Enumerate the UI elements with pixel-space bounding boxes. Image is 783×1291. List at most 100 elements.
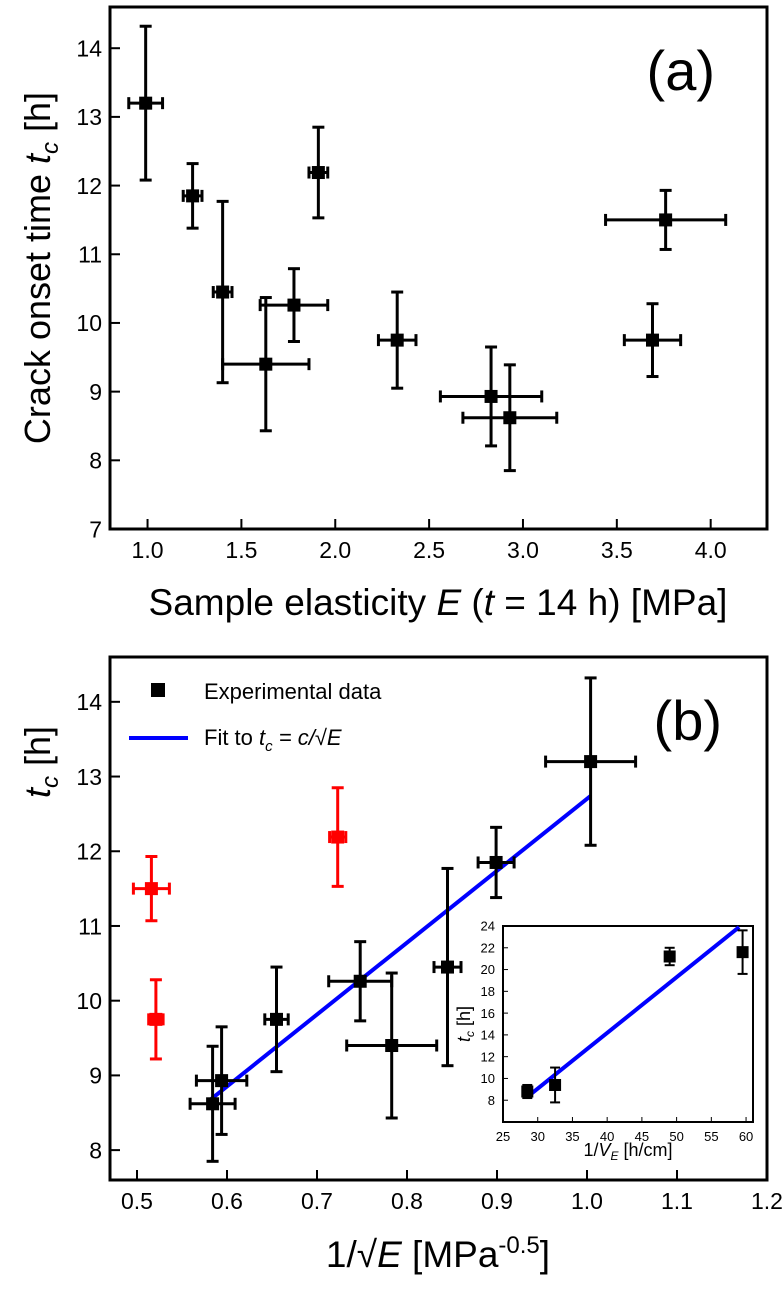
panel-a-data-point xyxy=(376,290,418,390)
panel-b-x-tick-label: 0.9 xyxy=(481,1188,513,1214)
panel-b-data-point xyxy=(328,786,348,888)
inset-x-tick-label: 40 xyxy=(600,1129,614,1144)
inset-y-tick-label: 20 xyxy=(481,962,495,977)
panel-a-y-tick-label: 7 xyxy=(89,516,102,542)
inset-y-axis-label: tc [h] xyxy=(454,1006,477,1042)
panel-b-marker xyxy=(441,960,454,974)
panel-a-data-point xyxy=(438,345,544,448)
panel-b-x-tick-label: 1.2 xyxy=(751,1188,783,1214)
panel-b-x-tick-label: 1.0 xyxy=(571,1188,603,1214)
inset-marker xyxy=(521,1085,534,1098)
panel-a-marker xyxy=(311,166,325,180)
inset-x-tick-label: 50 xyxy=(669,1129,683,1144)
panel-b-y-axis-label: tc [h] xyxy=(17,726,64,798)
panel-b-x-tick-label: 0.8 xyxy=(391,1188,423,1214)
inset-y-tick-label: 8 xyxy=(488,1093,495,1108)
panel-b-marker xyxy=(353,974,367,988)
panel-a-marker xyxy=(390,333,404,347)
panel-a-data-point xyxy=(622,302,683,379)
inset-x-tick-label: 35 xyxy=(565,1129,579,1144)
inset-data-point xyxy=(736,929,749,975)
panel-a-label: (a) xyxy=(647,39,715,102)
panel-b-marker xyxy=(385,1039,399,1053)
panel-a-data-point xyxy=(211,199,234,385)
panel-b-y-tick-label: 10 xyxy=(76,988,102,1014)
panel-b-marker xyxy=(584,755,598,769)
panel-a-y-tick-label: 11 xyxy=(78,242,102,268)
inset-x-tick-label: 45 xyxy=(635,1129,649,1144)
inset-fit-line xyxy=(526,925,741,1099)
panel-b-data-point xyxy=(432,866,463,1068)
panel-b-y-tick-label: 13 xyxy=(76,764,102,790)
panel-b-y-tick-label: 12 xyxy=(76,839,102,865)
inset-axis-ticks: 25 30 35 40 45 50 55 60 8 10 12 14 16 18 20 22 24 xyxy=(481,919,754,1144)
panel-a-y-tick-label: 8 xyxy=(89,448,102,474)
inset-frame xyxy=(502,925,754,1123)
panel-a-frame xyxy=(108,5,769,531)
panel-b-y-tick-label: 11 xyxy=(78,913,102,939)
panel-b-data-point xyxy=(327,940,394,1023)
panel-b-x-axis-label: 1/√E [MPa-0.5] xyxy=(326,1232,550,1275)
panel-b-y-tick-label: 14 xyxy=(76,689,102,715)
panel-b-y-tick-label: 8 xyxy=(89,1137,102,1163)
panel-a-y-tick-label: 9 xyxy=(89,379,102,405)
panel-a-y-tick-label: 14 xyxy=(76,35,102,61)
panel-a: 1.0 1.5 2.0 2.5 3.0 3.5 4.0 7 8 9 10 11 12 13 14 (a) C… xyxy=(17,5,769,623)
inset-x-tick-label: 55 xyxy=(704,1129,718,1144)
inset-data-point xyxy=(549,1066,562,1104)
inset-x-tick-label: 30 xyxy=(530,1129,544,1144)
panel-b-data-point xyxy=(345,971,439,1120)
panel-a-marker xyxy=(186,189,200,203)
panel-b-axis-ticks: 0.5 0.6 0.7 0.8 0.9 1.0 1.1 1.2 8 9 10 11 12 13 14 xyxy=(76,689,783,1214)
panel-b-marker xyxy=(144,882,158,896)
inset-y-tick-label: 10 xyxy=(481,1071,495,1086)
inset-y-tick-label: 18 xyxy=(481,984,495,999)
panel-a-x-tick-label: 2.5 xyxy=(413,537,445,563)
panel-a-y-tick-label: 13 xyxy=(76,104,102,130)
panel-b: 0.5 0.6 0.7 0.8 0.9 1.0 1.1 1.2 8 9 10 11 12 13 14 (b)… xyxy=(17,655,783,1275)
panel-a-marker xyxy=(139,96,153,110)
panel-a-data-point xyxy=(127,24,165,182)
panel-b-data-point xyxy=(263,965,290,1074)
inset-y-tick-label: 16 xyxy=(481,1006,495,1021)
panel-a-x-tick-label: 4.0 xyxy=(695,537,727,563)
panel-b-marker xyxy=(489,855,503,869)
panel-b-data-point xyxy=(147,978,165,1061)
panel-b-data-point xyxy=(131,854,171,923)
panel-b-inset: 25 30 35 40 45 50 55 60 8 10 12 14 16 18 20 22 24 tc [h]… xyxy=(454,919,754,1163)
panel-b-x-tick-label: 0.5 xyxy=(121,1188,153,1214)
panel-a-marker xyxy=(484,389,498,403)
panel-b-frame xyxy=(108,655,769,1182)
inset-y-tick-label: 12 xyxy=(481,1049,495,1064)
panel-a-data-point xyxy=(307,125,330,220)
panel-b-x-tick-label: 0.7 xyxy=(301,1188,333,1214)
inset-x-axis-label: 1/VE [h/cm] xyxy=(583,1140,672,1163)
panel-a-marker xyxy=(287,298,301,312)
inset-y-tick-label: 14 xyxy=(481,1028,495,1043)
panel-a-marker xyxy=(216,285,230,299)
panel-a-x-tick-label: 3.0 xyxy=(507,537,539,563)
panel-b-marker xyxy=(270,1012,283,1026)
panel-a-marker xyxy=(659,213,673,227)
panel-b-data-point xyxy=(476,825,516,900)
panel-a-data-point xyxy=(258,267,330,343)
panel-b-fit-line xyxy=(207,794,592,1103)
panel-a-x-tick-label: 1.0 xyxy=(132,537,164,563)
panel-a-axis-ticks: 1.0 1.5 2.0 2.5 3.0 3.5 4.0 7 8 9 10 11 12 13 14 xyxy=(76,35,726,563)
panel-a-marker xyxy=(645,333,659,347)
panel-b-marker xyxy=(206,1097,220,1111)
legend-label-experimental: Experimental data xyxy=(204,679,382,704)
inset-y-tick-label: 22 xyxy=(481,940,495,955)
panel-b-x-tick-label: 0.6 xyxy=(211,1188,243,1214)
panel-a-data-point xyxy=(221,296,311,433)
legend-label-fit: Fit to tc = c/√E xyxy=(204,725,342,755)
panel-b-data-point xyxy=(188,1044,237,1163)
panel-b-marker xyxy=(215,1074,229,1088)
panel-a-data-point xyxy=(604,188,728,251)
panel-a-x-tick-label: 1.5 xyxy=(225,537,257,563)
legend-marker-experimental xyxy=(151,683,165,697)
panel-a-marker xyxy=(503,411,517,425)
panel-a-y-tick-label: 12 xyxy=(76,173,102,199)
inset-x-tick-label: 25 xyxy=(496,1129,510,1144)
